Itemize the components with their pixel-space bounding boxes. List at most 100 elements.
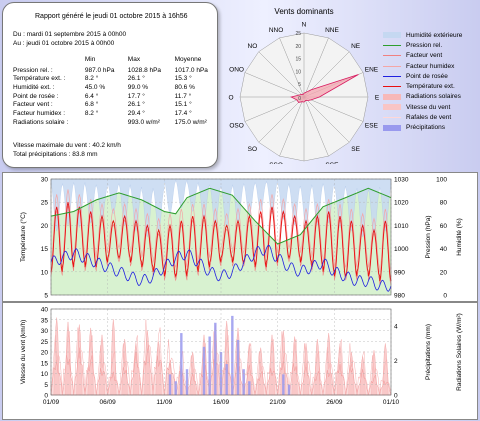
legend-swatch [383,55,401,57]
rose-direction-label: SO [248,146,257,153]
rose-spoke [303,96,364,122]
legend-swatch [383,117,401,119]
stats-max: 17.7 ° [127,92,145,100]
legend-label: Radiations solaires [406,93,461,101]
stats-min: 8.2 ° [84,75,99,83]
wind-rose-title: Vents dominants [274,7,333,16]
bottom-left-tick: 40 [41,307,49,314]
rose-direction-label: NNO [269,27,283,34]
stats-min: 6.4 ° [84,92,99,100]
rose-ring-label: 25 [295,31,301,37]
x-tick-label: 26/09 [326,399,343,406]
rose-direction-label: OSO [229,122,243,129]
stats-label: Pression rel. : [13,66,53,74]
pressure-line [50,187,392,245]
legend-item: Humidité extérieure [383,30,475,40]
stats-max: 1028.8 hPa [127,66,162,74]
top-left-tick: 10 [41,269,49,276]
x-tick-label: 01/10 [383,399,400,406]
legend-item: Facteur vent [383,51,475,61]
precipitation-bar [185,369,189,395]
legend-label: Température ext. [406,83,455,91]
stats-label: Température ext. : [13,75,66,83]
report-from: Du : mardi 01 septembre 2015 à 00h00 [13,31,127,38]
top-right-tick: 1020 [394,200,409,207]
stats-max: 993.0 w/m² [127,118,160,126]
top-chart: 5 10 15 20 25 30 980 990 1000 1010 1020 1030 0 20 40 60… [19,177,463,300]
summary-card: Rapport généré le jeudi 01 octobre 2015 … [2,2,218,168]
top-ylabel-humidity: Humidité (%) [456,218,463,256]
rose-spoke [279,96,305,157]
bottom-right-tick: 2 [394,358,398,365]
bottom-left-tick: 10 [41,371,49,378]
bottom-right-tick: 4 [394,324,398,331]
stats-avg: 1017.0 hPa [174,66,208,74]
stats-min: 6.8 ° [84,101,99,109]
top-right-tick: 980 [394,293,405,300]
stats-label: Humidité ext. : [13,83,55,91]
bottom-chart-panel: 01/09 06/09 11/09 16/09 21/09 26/09 01/10 0 5 10 1… [2,302,478,420]
precipitation-bar [174,381,177,395]
rose-direction-label: O [228,95,233,102]
header-avg: Moyenne [174,55,202,63]
rose-spoke [258,96,305,143]
top-left-tick: 20 [41,223,49,230]
rose-frequency-area [290,74,359,103]
report-title: Rapport généré le jeudi 01 octobre 2015 … [35,13,188,20]
rose-spoke [303,96,329,157]
rose-spoke [244,72,305,98]
x-tick-label: 11/09 [156,399,172,406]
top-right-tick: 1010 [394,223,409,230]
rose-ring-label: 5 [298,82,301,88]
stats-min: 987.0 hPa [84,66,115,74]
stats-label: Point de rosée : [13,92,59,100]
rose-spoke [244,96,305,122]
top-left-tick: 15 [41,246,49,253]
precipitation-bar [180,333,183,395]
top-humidity-tick: 80 [440,200,448,207]
legend-swatch [383,124,401,131]
legend-swatch [383,32,401,39]
precipitation-bar [214,322,217,395]
stats-avg: 11.7 ° [174,92,192,100]
legend-label: Précipitations [406,124,446,132]
top-humidity-tick: 40 [440,246,448,253]
stats-avg: 175.0 w/m² [174,118,207,126]
stats-max: 29.4 ° [127,109,145,117]
rose-direction-label: ENE [365,67,379,74]
bottom-left-tick: 30 [41,328,49,335]
max-wind: Vitesse maximale du vent : 40.2 km/h [13,142,121,149]
bottom-plot-frame [50,308,392,396]
top-humidity-tick: 20 [440,269,448,276]
precipitation-bar [168,374,172,395]
bottom-ylabel-solar: Radiations Solaires (W/m²) [456,313,463,391]
stats-table: Min Max Moyenne Pression rel. : 987.0 hPa… [13,55,217,127]
rose-direction-label: ESE [365,122,379,129]
stats-row: Température ext. : 8.2 ° 26.1 ° 15.3 ° [13,74,217,83]
precipitation-bar [287,384,291,395]
total-precip: Total précipitations : 83.8 mm [13,151,98,158]
bottom-left-tick: 20 [41,350,49,357]
legend-swatch [383,93,401,100]
top-humidity-tick: 60 [440,223,448,230]
bottom-left-tick: 5 [44,382,48,389]
legend-swatch [383,65,401,67]
bottom-ylabel-right: Précipitations (mm) [425,324,432,380]
bottom-right-tick: 0 [394,393,398,400]
top-plot-frame [50,178,392,296]
x-tick-label: 01/09 [43,399,60,406]
legend-swatch [383,86,401,88]
rose-direction-label: NE [351,43,361,50]
legend-item: Précipitations [383,123,475,133]
stats-max: 99.0 % [127,83,149,91]
stats-min: 45.0 % [84,83,106,91]
stats-label: Facteur vent : [13,101,53,109]
stats-min [85,118,128,127]
top-left-tick: 5 [44,293,48,300]
top-left-tick: 25 [41,200,49,207]
rose-direction-label: NO [248,43,258,50]
rose-spoke [303,96,350,143]
dewpoint-line [50,244,392,292]
rose-direction-label: N [302,22,307,29]
stats-label: Facteur humidex : [13,109,66,117]
